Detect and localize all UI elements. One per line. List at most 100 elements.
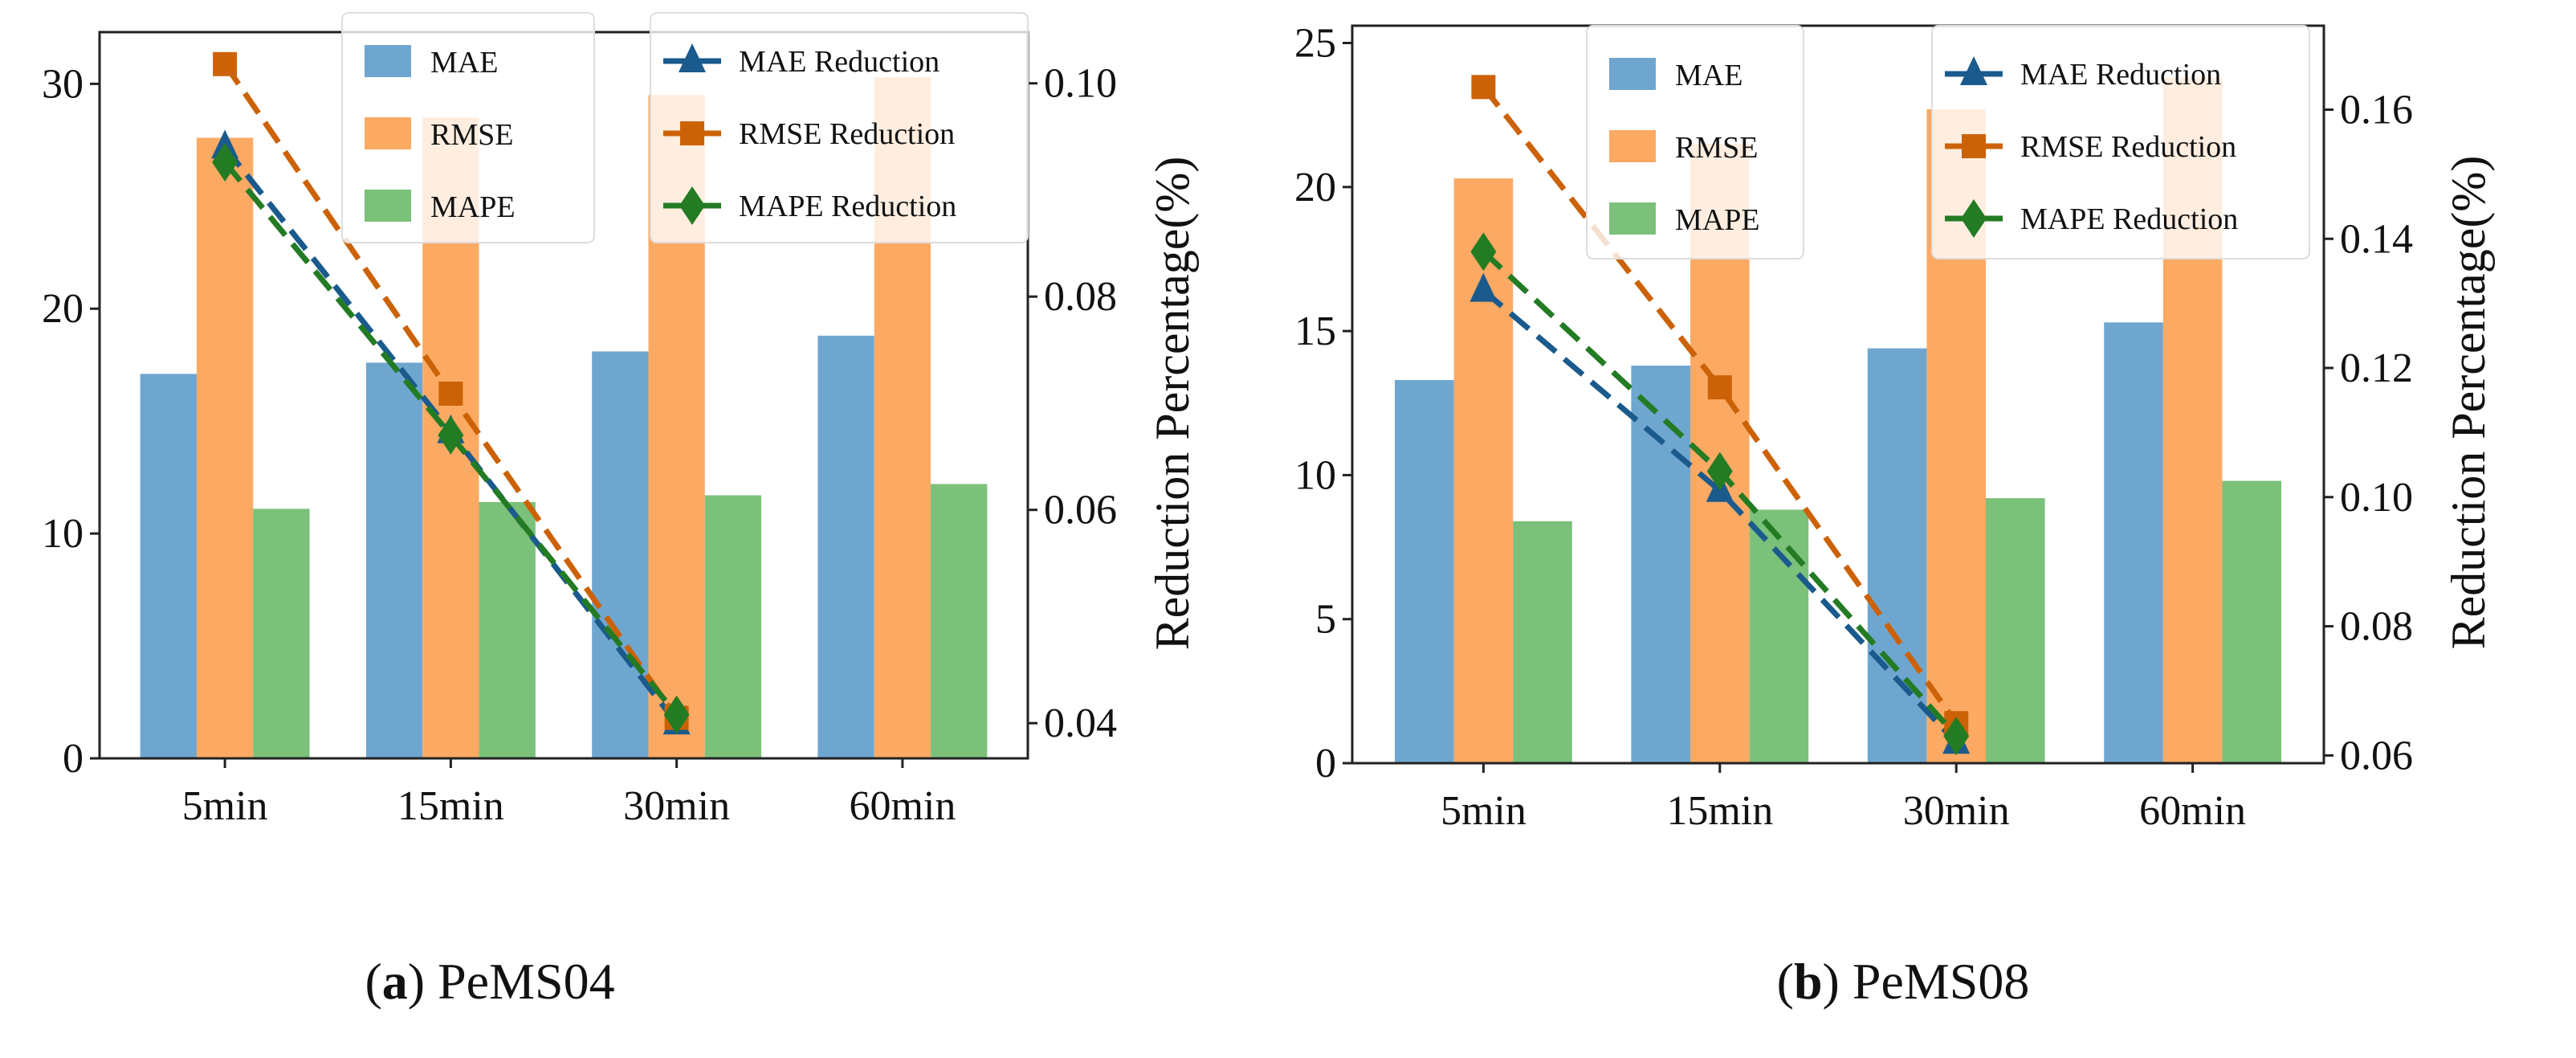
legend-label: RMSE [430,118,513,152]
bar-mape [1986,498,2045,763]
y-tick-label: 0 [1315,741,1336,786]
point-mape-reduction [1470,232,1497,272]
caption-b-text: PeMS08 [1839,953,2030,1010]
bar-mape [479,501,536,758]
point-rmse-reduction [1707,375,1732,400]
bar-mae [140,374,197,758]
x-tick-label: 15min [397,783,504,829]
legend-swatch-mae [365,45,411,77]
legend-box [1931,25,2310,259]
x-tick-label: 5min [182,783,268,829]
point-mape-reduction [1706,451,1733,491]
bar-rmse [196,137,254,758]
point-mape-reduction [438,415,464,455]
bar-mae [1867,348,1927,763]
caption-a-text: PeMS04 [425,953,615,1010]
bar-mae [365,362,423,758]
bar-mae [1394,380,1454,763]
point-rmse-reduction [1471,75,1496,100]
y-tick-label: 15 [1294,308,1336,354]
y2-tick-label: 0.06 [1044,488,1117,533]
y-tick-label: 5 [1315,597,1336,643]
point-rmse-reduction [438,382,463,406]
y-tick-label: 30 [42,61,84,107]
legend-swatch-rmse [1609,130,1656,162]
legend-reductions: MAE Reduction RMSE Reduction MAPE Reductio… [650,12,1029,243]
y2-tick-label: 0.12 [2340,345,2413,391]
point-rmse-reduction [213,51,238,76]
caption-b: (b) PeMS08 [1776,953,2030,1010]
bar-mae [817,335,874,758]
x-tick-label: 5min [1441,788,1526,834]
legend-label: RMSE Reduction [739,117,955,151]
x-tick-label: 60min [2139,788,2246,834]
chart-pems04: 0 10 20 30 0.04 0.06 0.08 0.10 Reduction Percent… [42,12,1199,829]
y2-tick-label: 0.08 [2340,604,2413,650]
legend-swatch-mape [1609,202,1656,235]
legend-swatch-rmse [365,117,411,149]
bar-mape [2222,480,2282,763]
legend-metrics: MAE RMSE MAPE [1586,25,1804,259]
y2-tick-label: 0.14 [2340,216,2413,262]
legend-label: MAE [430,46,498,80]
caption-a-label: a [381,953,408,1010]
x-tick-label: 30min [623,783,730,829]
axes-frame [1351,24,2325,765]
y2-tick-label: 0.04 [1044,701,1117,746]
caption-a: (a) PeMS04 [365,953,615,1010]
bar-mape [704,495,762,758]
legend-label: MAPE [430,190,516,224]
y2-tick-label: 0.06 [2340,733,2413,778]
legend-marker-triangle [679,43,706,72]
legend-marker-diamond [1961,199,1987,238]
x-tick-label: 60min [849,783,956,829]
y2-axis-label: Reduction Percentage(%) [1146,157,1199,651]
point-mae-reduction [1469,272,1498,302]
point-mape-reduction [212,142,238,182]
legend-box [650,12,1029,243]
legend-swatch-mape [365,190,411,222]
legend-marker-square [1962,134,1986,158]
legend-label: MAPE Reduction [739,190,956,223]
y-tick-label: 10 [42,511,84,557]
caption-b-label: b [1793,953,1823,1010]
y2-tick-label: 0.08 [1044,274,1117,320]
point-mape-reduction [1943,717,1970,756]
x-tick-label: 15min [1666,788,1773,834]
y2-tick-label: 0.16 [2340,88,2413,133]
legend-label: RMSE Reduction [2020,130,2236,164]
bar-mae [592,351,649,758]
x-tick-label: 30min [1903,788,2010,834]
legend-label: MAPE Reduction [2020,202,2238,236]
point-mape-reduction [663,695,690,734]
line-rmse-reduction [1481,85,1959,725]
legend-marker-triangle [1960,56,1987,85]
y-tick-label: 25 [1294,21,1336,67]
bar-mape [253,509,310,758]
chart-pems08: 0 5 10 15 20 25 0.06 0.08 0.10 0.12 0.14 0.16 Reduct… [1294,21,2495,834]
y-tick-label: 10 [1294,452,1336,498]
bar-mae [1631,366,1690,763]
y-tick-label: 0 [63,736,84,782]
legend-label: MAE [1675,59,1742,92]
line-mae-reduction [1482,288,1958,745]
bar-mae [2104,322,2163,763]
legend-marker-diamond [679,186,705,225]
legend-swatch-mae [1609,58,1656,90]
y2-tick-label: 0.10 [1044,61,1117,107]
legend-label: RMSE [1675,131,1758,165]
legend-reductions: MAE Reduction RMSE Reduction MAPE Reductio… [1931,25,2310,259]
bar-mape [1513,521,1572,763]
bar-mape [1749,509,1809,763]
legend-label: MAE Reduction [2020,58,2221,92]
y2-tick-label: 0.10 [2340,475,2413,521]
legend-label: MAPE [1675,203,1760,237]
y2-axis-label: Reduction Percentage(%) [2442,156,2495,650]
y-tick-label: 20 [42,286,84,332]
bar-mape [931,484,988,758]
legend-marker-square [680,121,704,145]
legend-label: MAE Reduction [739,45,940,79]
y-tick-label: 20 [1294,165,1336,210]
legend-metrics: MAE RMSE MAPE [341,12,595,243]
